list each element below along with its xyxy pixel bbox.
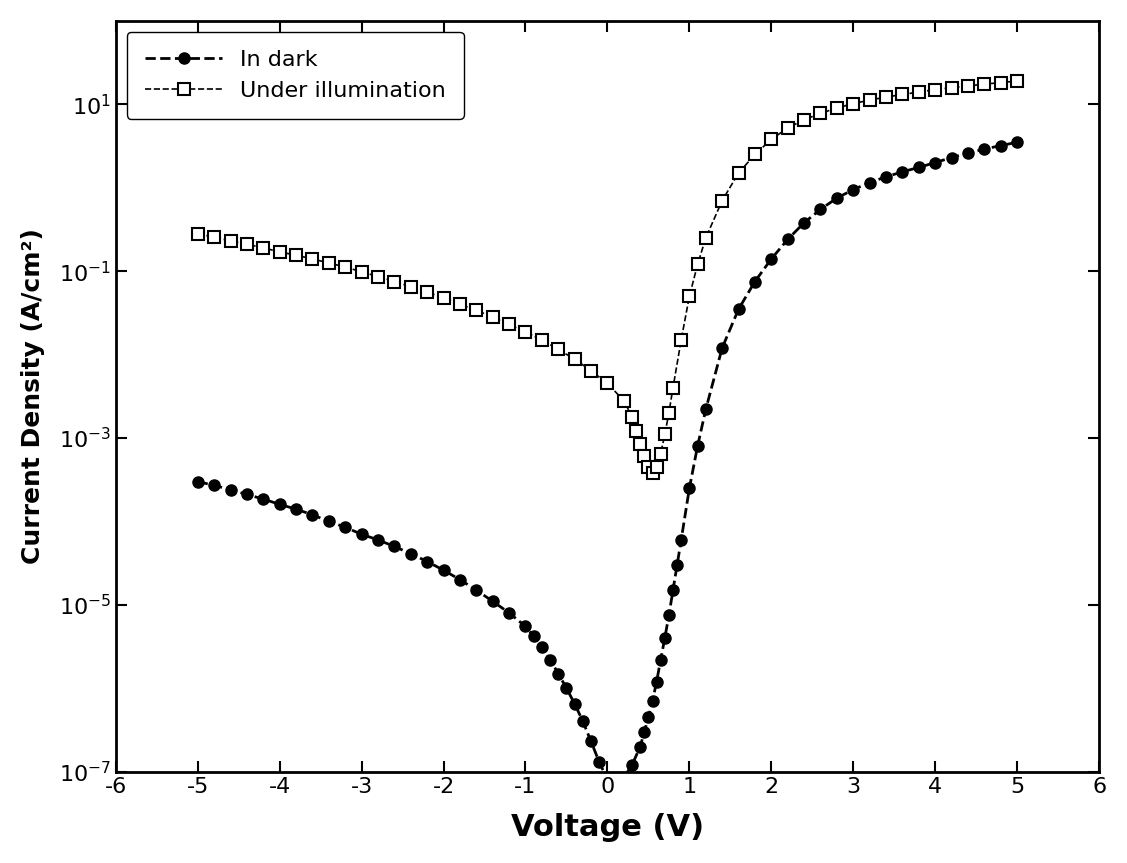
In dark: [190, 476, 204, 487]
In dark: [609, 779, 622, 790]
Under illumination: [535, 335, 549, 345]
Legend: In dark, Under illumination: In dark, Under illumination: [127, 32, 463, 118]
Under illumination: [388, 276, 401, 287]
Under illumination: [650, 462, 664, 472]
Under illumination: [1011, 76, 1024, 86]
Line: Under illumination: Under illumination: [193, 75, 1022, 479]
In dark: [944, 153, 958, 163]
Y-axis label: Current Density (A/cm²): Current Density (A/cm²): [20, 229, 45, 564]
In dark: [355, 529, 369, 539]
Under illumination: [666, 382, 680, 393]
In dark: [576, 716, 589, 727]
X-axis label: Voltage (V): Voltage (V): [511, 813, 704, 842]
Under illumination: [646, 468, 659, 478]
In dark: [601, 775, 614, 785]
In dark: [764, 254, 778, 264]
Line: In dark: In dark: [193, 136, 1022, 791]
Under illumination: [420, 287, 434, 297]
In dark: [322, 516, 336, 526]
Under illumination: [190, 229, 204, 239]
Under illumination: [896, 89, 909, 99]
In dark: [1011, 137, 1024, 148]
